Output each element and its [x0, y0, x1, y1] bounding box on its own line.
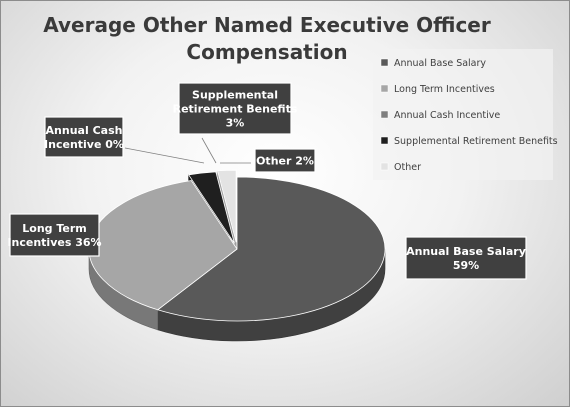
legend-swatch-annual-cash-incentive	[380, 110, 389, 119]
legend-background	[373, 49, 553, 180]
legend-label-other: Other	[394, 162, 421, 173]
leader-line-supplemental-retirement-benefits	[201, 137, 217, 164]
pie-slice-other	[217, 169, 237, 243]
data-label-long-term-incentives: Incentives 36%	[7, 236, 101, 249]
data-label-annual-base-salary: 59%	[453, 259, 479, 272]
legend-swatch-other	[380, 162, 389, 171]
legend: Annual Base Salary Long Term Incentives An…	[373, 49, 558, 180]
legend-label-long-term-incentives: Long Term Incentives	[394, 84, 495, 95]
data-label-annual-cash-incentive: Annual Cash	[46, 124, 123, 137]
data-label-box-annual-cash-incentive	[44, 116, 124, 158]
data-label-box-other	[254, 148, 316, 173]
pie-slices	[88, 169, 386, 322]
data-label-supplemental-retirement-benefits: 3%	[226, 117, 245, 130]
legend-label-annual-base-salary: Annual Base Salary	[394, 58, 486, 69]
leader-lines	[124, 137, 251, 164]
pie-slice-supplemental-retirement-benefits	[187, 171, 235, 244]
data-label-annual-cash-incentive: Incentive 0%	[44, 138, 124, 151]
data-label-box-long-term-incentives	[9, 213, 100, 257]
legend-label-annual-cash-incentive: Annual Cash Incentive	[394, 110, 500, 121]
data-label-supplemental-retirement-benefits: Retirement Benefits	[173, 103, 298, 116]
chart-title-line-1: Average Other Named Executive Officer	[43, 13, 491, 37]
leader-line-annual-cash-incentive	[124, 147, 205, 164]
chart-title-line-2: Compensation	[186, 40, 347, 64]
pie-slice-annual-base-salary	[156, 176, 386, 322]
legend-label-supplemental-retirement-benefits: Supplemental Retirement Benefits	[394, 136, 558, 147]
data-label-annual-base-salary: Annual Base Salary	[406, 245, 526, 258]
data-label-long-term-incentives: Long Term	[22, 222, 87, 235]
data-label-box-annual-base-salary	[405, 236, 527, 280]
data-label-box-supplemental-retirement-benefits	[178, 82, 292, 135]
data-label-supplemental-retirement-benefits: Supplemental	[192, 89, 278, 102]
data-label-other: Other 2%	[256, 155, 314, 168]
legend-swatch-supplemental-retirement-benefits	[380, 136, 389, 145]
legend-swatch-long-term-incentives	[380, 84, 389, 93]
legend-swatch-annual-base-salary	[380, 58, 389, 67]
